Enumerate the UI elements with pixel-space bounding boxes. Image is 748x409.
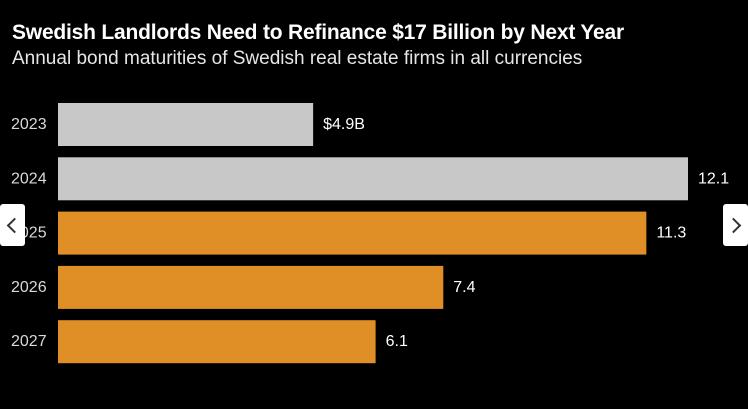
value-label-2025: 11.3 [656, 225, 686, 242]
bar-2024 [58, 157, 688, 201]
value-label-2026: 7.4 [453, 279, 475, 296]
category-label-2024: 2024 [11, 170, 47, 187]
value-label-2024: 12.1 [698, 170, 729, 187]
chevron-left-icon [6, 217, 23, 233]
chart-subtitle: Annual bond maturities of Swedish real e… [12, 48, 583, 69]
bar-2026 [58, 265, 444, 309]
value-label-2023: $4.9B [323, 116, 365, 133]
next-slide-button[interactable] [723, 204, 748, 246]
chart-title: Swedish Landlords Need to Refinance $17 … [12, 21, 624, 44]
bar-2027 [58, 320, 376, 364]
chevron-right-icon [725, 217, 742, 233]
bar-2023 [58, 103, 314, 146]
category-label-2026: 2026 [11, 279, 47, 296]
bar-2025 [58, 211, 647, 255]
previous-slide-button[interactable] [0, 204, 25, 246]
category-label-2023: 2023 [11, 116, 47, 133]
value-label-2027: 6.1 [386, 333, 408, 350]
category-label-2027: 2027 [11, 333, 47, 350]
